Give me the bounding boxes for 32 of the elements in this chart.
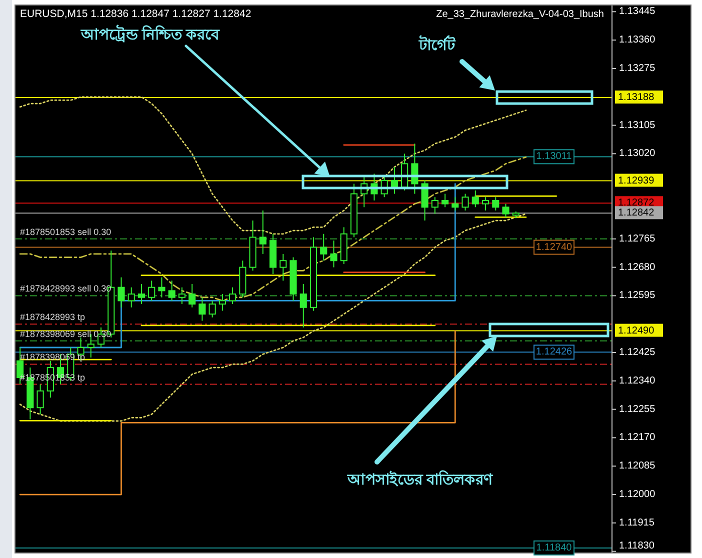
annotation: 1.11840 [536,542,572,554]
ref-line-label: 1.13188 [618,92,655,104]
y-tick-label: 1.13275 [619,62,656,74]
y-tick-label: 1.12255 [619,404,656,415]
annotation: আপট্রেন্ড নিশ্চিত করবে [80,24,220,44]
annotation: টার্গেট [418,35,456,54]
ref-line-label: 1.12842 [618,208,655,219]
y-tick-label: 1.12085 [619,460,656,472]
annotation: আপসাইডের বাতিলকরণ [346,470,494,488]
annotation: #1878501853 sell 0.30 [20,226,112,237]
y-tick-label: 1.13020 [619,148,656,160]
y-tick-label: 1.12765 [619,233,656,244]
y-tick-label: 1.12425 [619,347,656,358]
annotation: #1878428993 tp [20,312,86,322]
y-tick-label: 1.13445 [619,6,656,18]
y-tick-label: 1.11915 [619,517,655,528]
y-tick-label: 1.11830 [619,540,655,552]
y-tick-label: 1.12340 [619,375,656,386]
ref-line-label: 1.12872 [618,198,655,209]
y-tick-label: 1.12595 [619,290,656,302]
y-tick-label: 1.13360 [619,34,656,46]
annotation: 1.12426 [536,346,573,358]
y-tick-label: 1.12680 [619,262,656,273]
y-tick-label: 1.12000 [619,489,656,500]
annotation: Ze_33_Zhuravlerezka_V-04-03_Ibush [436,9,604,20]
ref-line-label: 1.12939 [618,175,655,186]
annotation: 1.12740 [536,242,573,253]
y-tick-label: 1.13105 [619,120,656,131]
chart-title: EURUSD,M15 1.12836 1.12847 1.12827 1.12842 [20,8,252,20]
y-tick-label: 1.12170 [619,432,656,444]
ref-line-label: 1.12490 [618,325,655,336]
annotation: 1.13011 [536,151,572,162]
